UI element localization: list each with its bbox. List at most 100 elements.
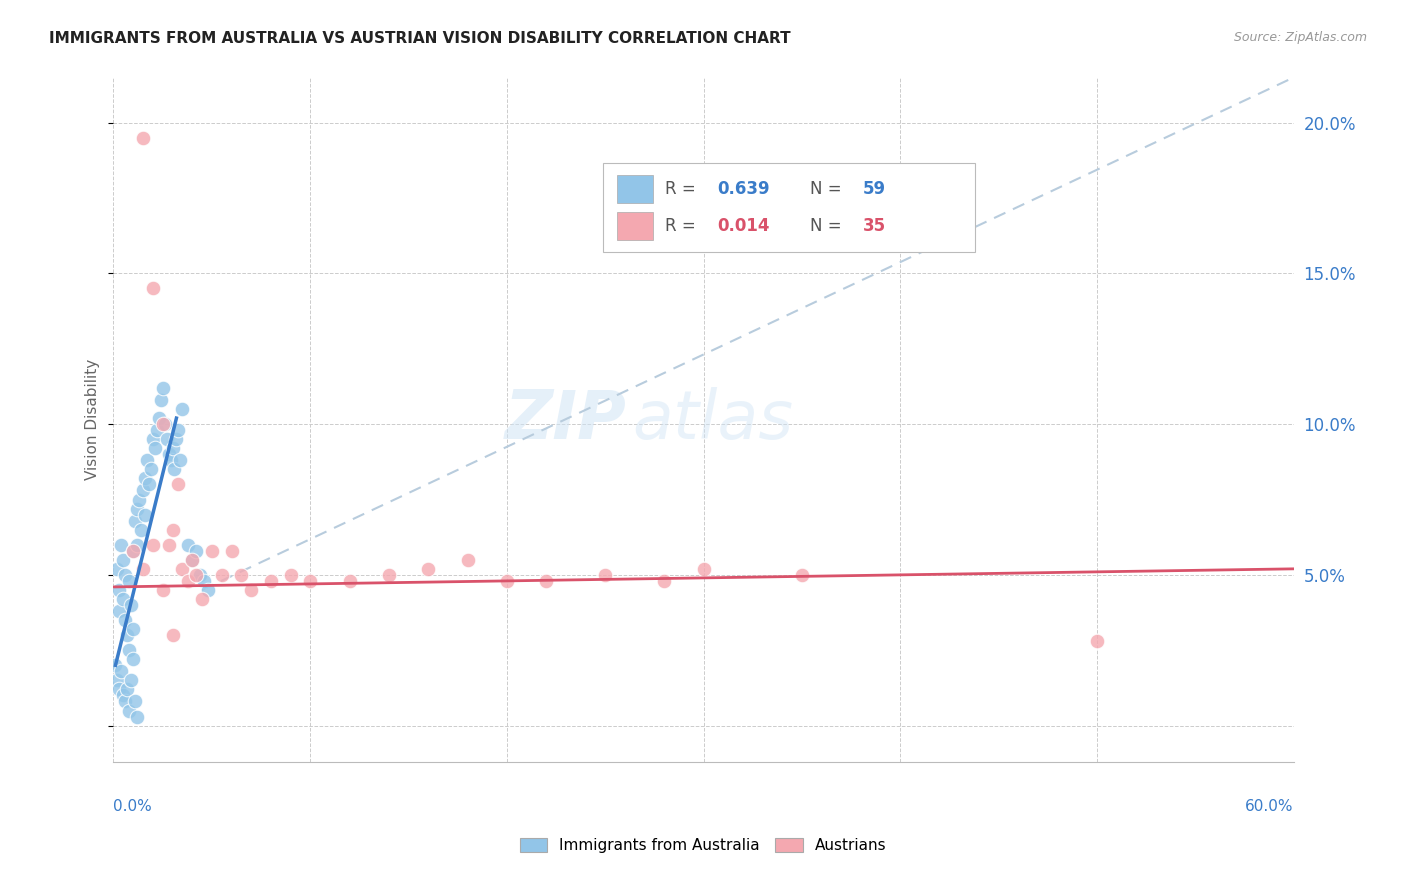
Point	[112, 553, 135, 567]
Point	[181, 553, 204, 567]
Point	[378, 567, 401, 582]
Point	[188, 567, 211, 582]
Point	[165, 432, 187, 446]
Point	[172, 402, 194, 417]
Point	[108, 682, 131, 697]
Point	[127, 538, 149, 552]
Text: 0.014: 0.014	[717, 217, 770, 235]
Point	[181, 553, 204, 567]
Point	[211, 567, 233, 582]
Text: ZIP: ZIP	[505, 386, 627, 452]
Text: N =: N =	[810, 180, 846, 198]
Point	[120, 598, 142, 612]
Point	[339, 574, 361, 588]
Point	[114, 694, 136, 708]
Point	[139, 462, 162, 476]
Point	[155, 432, 177, 446]
Point	[457, 553, 479, 567]
Point	[177, 538, 200, 552]
Point	[157, 447, 180, 461]
Text: 0.0%: 0.0%	[114, 799, 152, 814]
Point	[124, 694, 146, 708]
Text: 60.0%: 60.0%	[1246, 799, 1294, 814]
Point	[108, 582, 131, 597]
Text: R =: R =	[665, 180, 700, 198]
Point	[260, 574, 283, 588]
Point	[118, 643, 141, 657]
Point	[132, 562, 155, 576]
Point	[231, 567, 253, 582]
Point	[162, 628, 184, 642]
Text: atlas: atlas	[633, 386, 794, 452]
Point	[122, 652, 145, 666]
Point	[193, 574, 215, 588]
Point	[114, 567, 136, 582]
Point	[128, 492, 150, 507]
Point	[117, 628, 139, 642]
Point	[110, 538, 132, 552]
Point	[152, 582, 174, 597]
Point	[129, 523, 152, 537]
Point	[496, 574, 519, 588]
Legend: Immigrants from Australia, Austrians: Immigrants from Australia, Austrians	[513, 831, 893, 859]
Point	[138, 477, 160, 491]
Point	[112, 592, 135, 607]
Point	[534, 574, 557, 588]
Point	[122, 543, 145, 558]
Point	[145, 423, 167, 437]
Point	[159, 453, 181, 467]
Point	[107, 673, 129, 688]
Y-axis label: Vision Disability: Vision Disability	[86, 359, 100, 480]
Point	[172, 562, 194, 576]
Point	[142, 432, 165, 446]
Point	[132, 483, 155, 498]
Point	[184, 543, 207, 558]
Point	[117, 682, 139, 697]
Point	[142, 538, 165, 552]
Point	[149, 392, 172, 407]
Point	[240, 582, 263, 597]
Point	[127, 709, 149, 723]
Point	[157, 538, 180, 552]
Point	[127, 501, 149, 516]
Point	[162, 442, 184, 456]
Point	[692, 562, 714, 576]
Point	[110, 665, 132, 679]
Point	[114, 613, 136, 627]
Point	[124, 514, 146, 528]
Point	[167, 423, 190, 437]
Point	[118, 704, 141, 718]
Point	[593, 567, 616, 582]
Point	[108, 604, 131, 618]
Point	[112, 689, 135, 703]
Point	[191, 592, 214, 607]
Point	[201, 543, 224, 558]
Point	[163, 462, 186, 476]
Point	[167, 477, 190, 491]
FancyBboxPatch shape	[603, 163, 974, 252]
Point	[184, 567, 207, 582]
Point	[104, 658, 127, 673]
Point	[134, 508, 156, 522]
Point	[1085, 634, 1108, 648]
Point	[177, 574, 200, 588]
Point	[652, 574, 675, 588]
Point	[280, 567, 302, 582]
Point	[197, 582, 219, 597]
Point	[122, 543, 145, 558]
Point	[132, 130, 155, 145]
Point	[221, 543, 243, 558]
Text: R =: R =	[665, 217, 700, 235]
Point	[120, 673, 142, 688]
Point	[143, 442, 166, 456]
Text: 35: 35	[863, 217, 886, 235]
Point	[418, 562, 440, 576]
Bar	[617, 175, 652, 203]
Point	[122, 622, 145, 636]
Point	[162, 523, 184, 537]
Text: 0.639: 0.639	[717, 180, 770, 198]
Point	[152, 417, 174, 431]
Point	[169, 453, 191, 467]
Point	[790, 567, 813, 582]
Text: Source: ZipAtlas.com: Source: ZipAtlas.com	[1233, 31, 1367, 45]
